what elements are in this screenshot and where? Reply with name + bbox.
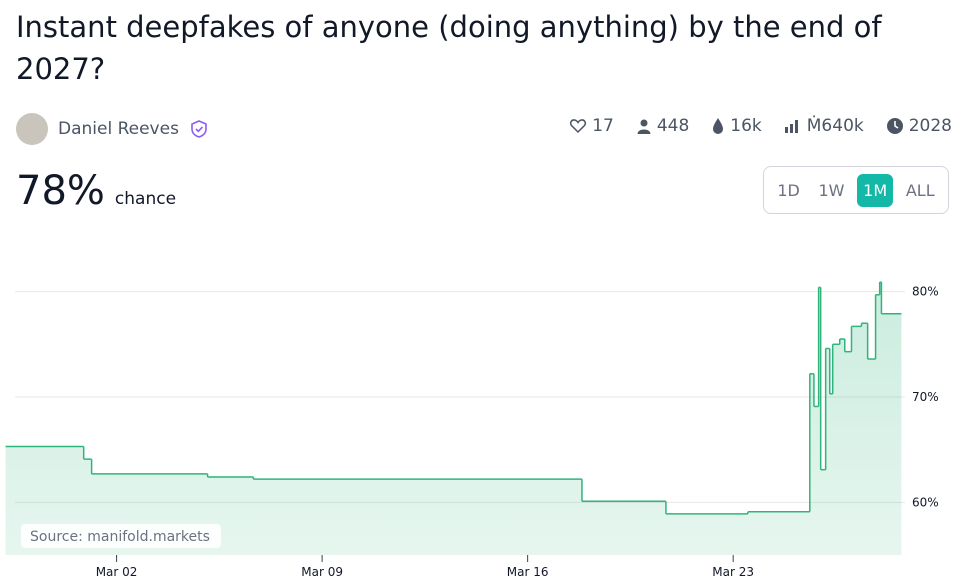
time-range-button[interactable]: 1D	[777, 180, 800, 200]
stat-value: 448	[656, 116, 690, 136]
close-date: 2028	[886, 116, 952, 136]
probability: 78% chance	[16, 168, 176, 214]
likes[interactable]: 17	[569, 116, 614, 136]
author[interactable]: Daniel Reeves	[16, 113, 209, 145]
user-icon	[637, 119, 651, 134]
volume: Ṁ640k	[784, 116, 864, 136]
stat-value: Ṁ640k	[806, 116, 864, 136]
liquidity: 16k	[711, 116, 762, 136]
market-title: Instant deepfakes of anyone (doing anyth…	[16, 10, 882, 86]
y-tick-label: 70%	[912, 390, 939, 404]
author-name[interactable]: Daniel Reeves	[58, 119, 179, 139]
clock-icon	[886, 118, 903, 134]
drop-icon	[713, 118, 724, 134]
stats: 17 448 16k Ṁ640k 2028	[569, 116, 952, 136]
avatar	[16, 113, 48, 145]
x-tick-label: Mar 16	[507, 565, 549, 579]
y-tick-label: 60%	[912, 495, 939, 509]
probability-value: 78%	[16, 168, 105, 214]
time-range-button[interactable]: ALL	[905, 180, 935, 200]
time-range-selector: 1D 1W 1M ALL	[763, 166, 949, 214]
x-tick-label: Mar 02	[96, 565, 138, 579]
probability-label: chance	[114, 189, 177, 209]
stat-value: 17	[592, 116, 614, 136]
bars-icon	[784, 120, 798, 133]
x-tick-label: Mar 23	[712, 565, 754, 579]
area-fill	[5, 282, 902, 555]
stat-value: 2028	[908, 116, 952, 136]
heart-icon	[570, 119, 587, 134]
source-box	[21, 524, 221, 548]
verified-badge	[191, 120, 207, 138]
time-range-button[interactable]: 1W	[818, 180, 845, 200]
stat-value: 16k	[730, 116, 762, 136]
source-label: Source: manifold.markets	[30, 529, 210, 545]
x-tick-label: Mar 09	[301, 565, 343, 579]
time-range-button[interactable]: 1M	[857, 173, 894, 207]
traders: 448	[636, 116, 689, 136]
y-tick-label: 80%	[912, 285, 939, 299]
